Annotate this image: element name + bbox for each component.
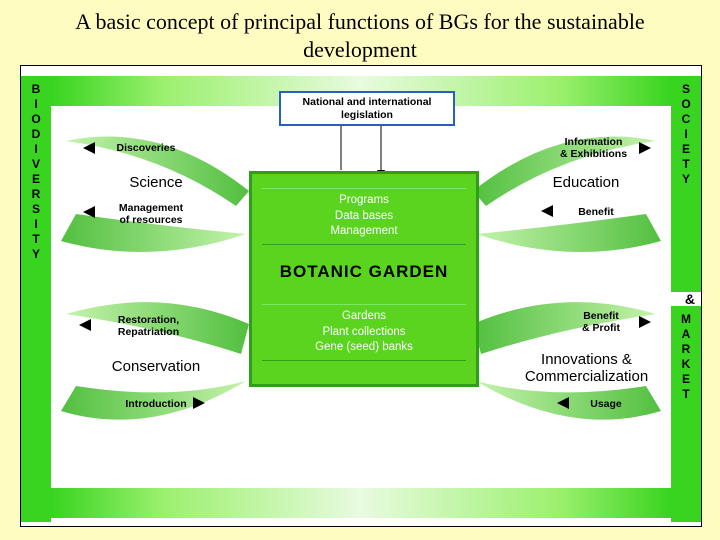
- left-column-biodiversity: B I O D I V E R S I T Y: [21, 76, 51, 522]
- arrow-usage: [557, 397, 569, 409]
- arrow-info-exhib: [639, 142, 651, 154]
- gradient-bottom: [51, 488, 671, 518]
- right-ampersand: &: [685, 291, 695, 307]
- label-benefit: Benefit: [561, 206, 631, 218]
- label-usage: Usage: [576, 398, 636, 410]
- center-upper-block: Programs Data bases Management: [262, 188, 466, 245]
- label-restoration: Restoration, Repatriation: [96, 314, 201, 338]
- label-mgmt-resources: Management of resources: [101, 202, 201, 226]
- arrow-mgmt-resources: [83, 206, 95, 218]
- label-science: Science: [111, 174, 201, 191]
- right-column-society: S O C I E T Y: [671, 76, 701, 292]
- arrow-benefit: [541, 205, 553, 217]
- center-lower-block: Gardens Plant collections Gene (seed) ba…: [262, 304, 466, 361]
- legislation-box: National and international legislation: [279, 91, 455, 126]
- arrow-restoration: [79, 319, 91, 331]
- center-botanic-garden: Programs Data bases Management BOTANIC G…: [249, 171, 479, 387]
- diagram-frame: B I O D I V E R S I T Y S O C I E T Y & …: [20, 65, 702, 527]
- right-column-market: M A R K E T: [671, 306, 701, 522]
- page-title: A basic concept of principal functions o…: [0, 0, 720, 67]
- arrow-discoveries: [83, 142, 95, 154]
- label-education: Education: [531, 174, 641, 191]
- label-conservation: Conservation: [91, 358, 221, 375]
- label-introduction: Introduction: [111, 398, 201, 410]
- center-core-label: BOTANIC GARDEN: [252, 262, 476, 282]
- label-discoveries: Discoveries: [101, 142, 191, 154]
- arrow-benefit-profit: [639, 316, 651, 328]
- label-info-exhib: Information & Exhibitions: [541, 136, 646, 160]
- label-benefit-profit: Benefit & Profit: [556, 310, 646, 334]
- arrow-introduction: [193, 397, 205, 409]
- label-innovations: Innovations & Commercialization: [499, 351, 674, 386]
